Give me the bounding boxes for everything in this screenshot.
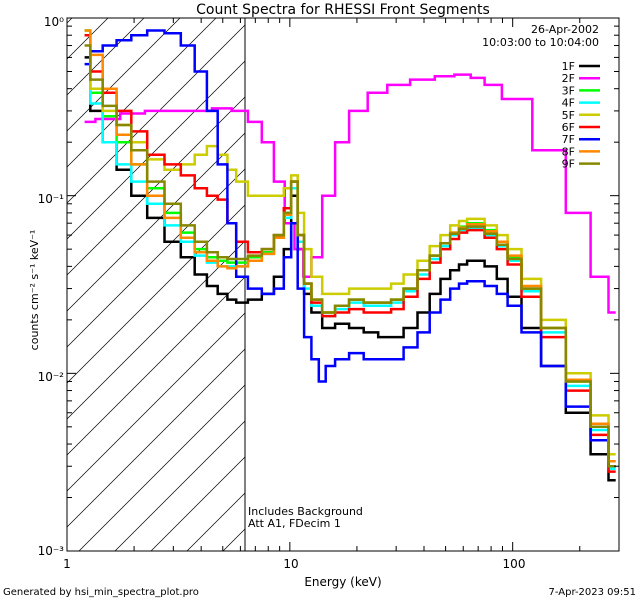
chart-title: Count Spectra for RHESSI Front Segments [196, 2, 490, 18]
hatch-line [67, 204, 245, 384]
hatch-line [222, 528, 245, 551]
hatch-line [67, 132, 245, 312]
series-8f-line [84, 29, 616, 463]
hatch-line [67, 276, 245, 456]
legend-label-6f: 6F [562, 121, 575, 134]
legend-label-9f: 9F [562, 158, 575, 171]
hatch-line [78, 384, 245, 551]
y-tick-label-1: 10⁰ [44, 15, 64, 29]
hatch-line [114, 420, 245, 551]
series-5f-line [84, 33, 616, 456]
legend-label-7f: 7F [562, 133, 575, 146]
hatch-line [0, 0, 103, 551]
hatch-line [67, 348, 245, 528]
hatch-line [67, 312, 245, 492]
hatch-line [67, 18, 109, 60]
legend-label-2f: 2F [562, 72, 575, 85]
series-4f-line [84, 33, 616, 471]
legend-label-3f: 3F [562, 84, 575, 97]
series-3f-line [84, 29, 616, 468]
series-7f-line [84, 29, 616, 468]
date-label: 26-Apr-2002 [531, 23, 599, 36]
hatch-line [67, 24, 245, 204]
hatch-line [67, 18, 145, 96]
series-1f-line [84, 56, 616, 482]
time-range-label: 10:03:00 to 10:04:00 [482, 36, 599, 49]
y-tick-label-0-001: 10⁻³ [38, 544, 65, 558]
timestamp-footer: 7-Apr-2023 09:51 [549, 587, 636, 598]
hatch-line [67, 60, 245, 240]
generated-by-footer: Generated by hsi_min_spectra_plot.pro [3, 587, 199, 598]
hatch-line [67, 240, 245, 420]
legend-label-5f: 5F [562, 109, 575, 122]
series-6f-line [84, 33, 616, 473]
attenuator-note: Att A1, FDecim 1 [248, 517, 341, 530]
series-9f-line [84, 44, 616, 468]
legend-label-1f: 1F [562, 60, 575, 73]
hatch-line [67, 18, 217, 168]
hatch-line [67, 18, 73, 24]
y-tick-label-0-01: 10⁻² [38, 370, 65, 384]
legend-label-4f: 4F [562, 97, 575, 110]
x-tick-label-100: 100 [503, 557, 526, 571]
plot-frame [66, 17, 620, 552]
x-tick-label-10: 10 [283, 557, 298, 571]
y-tick-label-0-1: 10⁻¹ [38, 192, 65, 206]
legend-label-8f: 8F [562, 145, 575, 158]
x-axis-label: Energy (keV) [304, 575, 381, 589]
x-tick-label-1: 1 [63, 557, 71, 571]
y-axis-label: counts cm⁻² s⁻¹ keV⁻¹ [28, 230, 41, 351]
hatch-line [67, 168, 245, 348]
background-note: Includes Background [248, 505, 363, 518]
hatch-line [67, 18, 181, 132]
hatch-line [67, 96, 245, 276]
